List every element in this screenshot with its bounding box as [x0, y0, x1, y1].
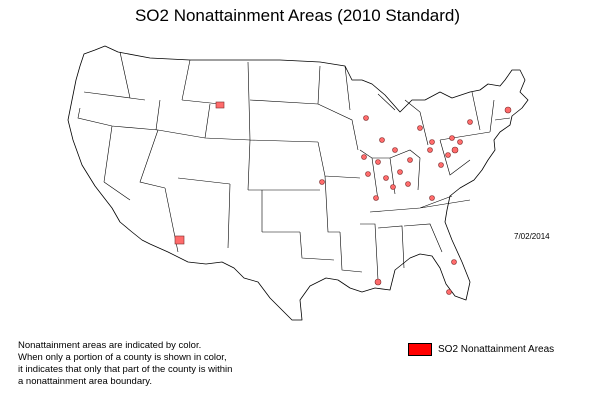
nonattainment-area-6 [397, 169, 403, 175]
nonattainment-area-24 [467, 119, 473, 125]
nonattainment-area-1 [363, 115, 369, 121]
nonattainment-area-2 [379, 137, 385, 143]
nonattainment-area-12 [417, 125, 423, 131]
nonattainment-area-9 [390, 184, 396, 190]
note-line: Nonattainment areas are indicated by col… [18, 340, 202, 351]
nonattainment-area-7 [407, 157, 413, 163]
nonattainment-area-8 [405, 181, 411, 187]
nonattainment-area-26 [427, 147, 433, 153]
note-line: When only a portion of a county is shown… [18, 352, 227, 363]
nonattainment-area-10 [373, 195, 379, 201]
nonattainment-area-13 [438, 162, 444, 168]
map-note: Nonattainment areas are indicated by col… [18, 340, 232, 388]
map-date: 7/02/2014 [514, 232, 550, 241]
nonattainment-area-5 [383, 175, 389, 181]
nonattainment-area-11 [429, 139, 435, 145]
nonattainment-area-16 [457, 139, 463, 145]
nonattainment-area-15 [451, 146, 459, 154]
legend: SO2 Nonattainment Areas [408, 343, 554, 356]
nonattainment-area-27 [365, 171, 371, 177]
legend-swatch [408, 343, 432, 356]
note-line: a nonattainment area boundary. [18, 376, 152, 387]
nonattainment-area-19 [319, 179, 325, 185]
note-line: it indicates that only that part of the … [18, 364, 233, 375]
map-title: SO2 Nonattainment Areas (2010 Standard) [134, 6, 461, 25]
nonattainment-area-arizona [174, 235, 185, 245]
nonattainment-area-17 [449, 135, 455, 141]
nonattainment-area-montana [215, 101, 225, 109]
us-outline [67, 45, 529, 321]
nonattainment-area-22 [451, 259, 457, 265]
legend-label: SO2 Nonattainment Areas [438, 344, 555, 355]
nonattainment-area-23 [446, 289, 452, 295]
nonattainment-area-21 [374, 278, 382, 286]
nonattainment-area-14 [445, 152, 451, 158]
nonattainment-area-20 [504, 106, 512, 114]
nonattainment-area-25 [392, 147, 398, 153]
nonattainment-area-3 [361, 154, 367, 160]
state-boundaries [77, 51, 511, 281]
nonattainment-area-4 [375, 159, 381, 165]
nonattainment-area-18 [429, 195, 435, 201]
